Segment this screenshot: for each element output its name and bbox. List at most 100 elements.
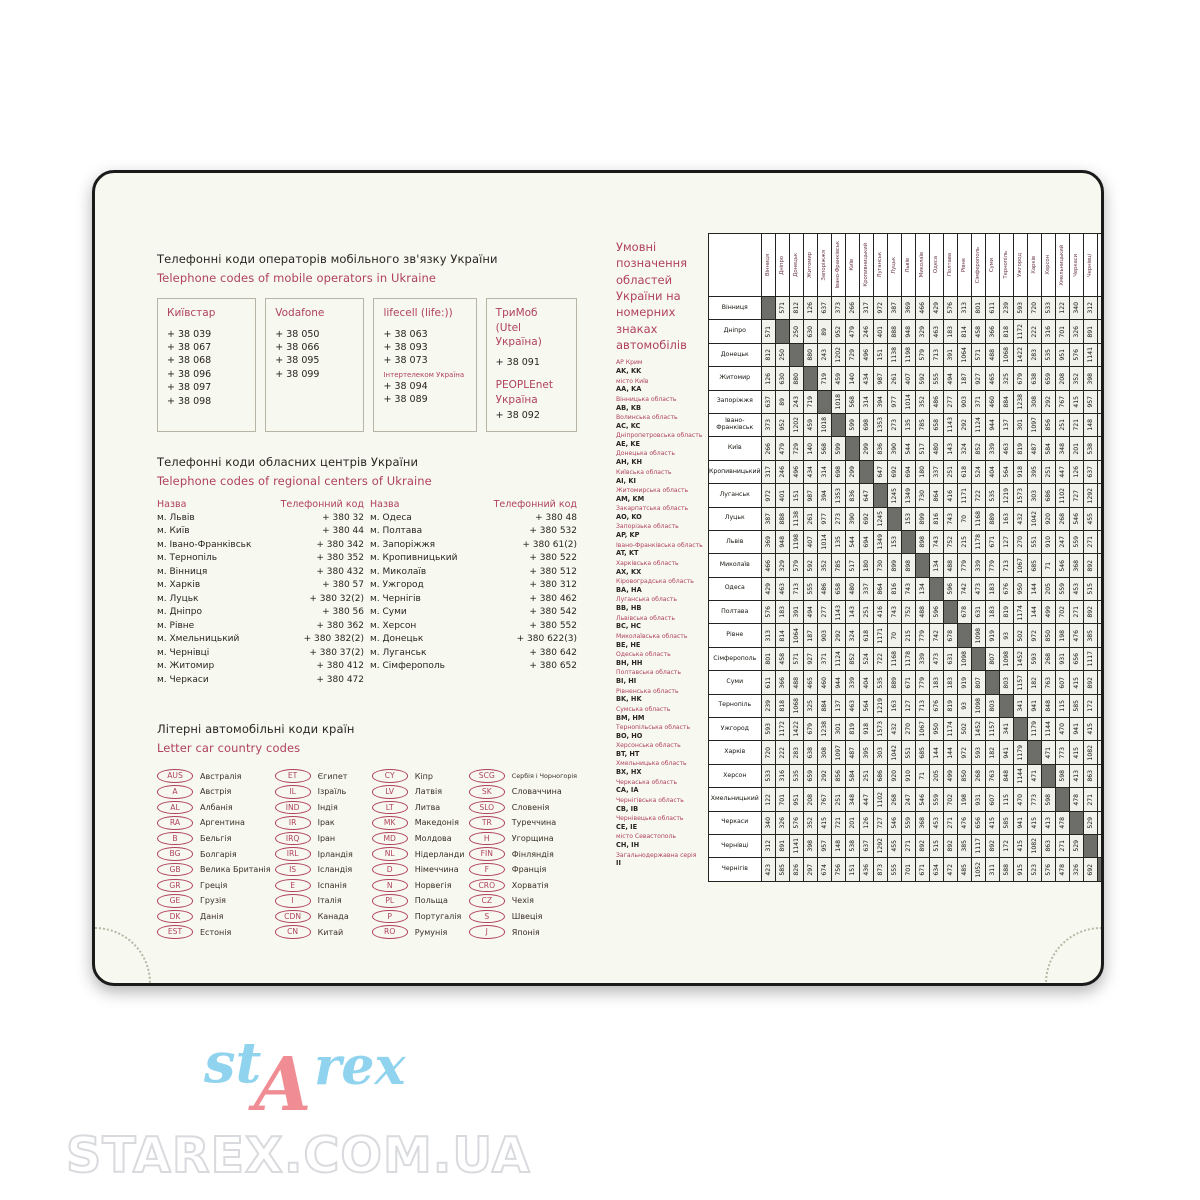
matrix-row: Херсон 533 316 535 659 292 856 584 251 686 920 910 7… [708,763,1101,789]
matrix-distance-cell: 891 [774,833,790,859]
matrix-distance-cell: 208 [1054,366,1070,391]
matrix-distance-cell: 785 [830,553,846,578]
matrix-distance-cell: 779 [984,553,1000,578]
car-country-codes-section: Літерні автомобільні коди країн Letter c… [157,721,577,940]
matrix-distance-cell: 701 [1054,319,1070,344]
car-country-name: Туреччина [511,818,557,828]
matrix-distance-cell: 555 [886,857,902,882]
matrix-distance-cell: 143 [942,436,958,461]
car-codes-column-4: SCG Сербія і Чорногорія SK Словаччина SLO Сло… [468,768,577,940]
matrix-distance-cell: 140 [844,366,860,391]
matrix-diagonal-cell [1082,833,1098,859]
matrix-distance-cell: 326 [1068,857,1084,882]
car-code-badge: B [157,831,193,846]
open-book: Телефонні коди операторів мобільного зв'… [92,170,1104,986]
city-name: м. Ужгород [370,580,424,591]
car-country-name: Бельгія [200,834,232,844]
matrix-distance-cell: 637 [1082,459,1098,485]
phone-code: + 380 362 [316,620,364,631]
matrix-distance-cell: 316 [774,763,790,789]
matrix-distance-cell: 607 [1054,670,1070,695]
mobile-operators-title-ua: Телефонні коди операторів мобільного зв'… [157,252,498,266]
city-name: м. Житомир [157,661,215,672]
operator-code: + 38 095 [275,355,320,367]
city-name: м. Одеса [370,512,412,523]
matrix-distance-cell: 856 [830,763,846,789]
matrix-distance-cell: 1157 [984,717,1000,742]
car-code-row: J Японія [468,924,577,940]
matrix-distance-cell: 576 [942,295,958,321]
car-code-badge: PL [371,894,408,908]
matrix-distance-cell: 889 [886,670,902,695]
matrix-row-header: Дніпро [708,319,762,344]
car-code-badge: CRO [468,878,505,893]
car-code-row: IRL Ірландія [274,846,368,862]
legend-region-name: Сумська область [616,705,671,713]
matrix-distance-cell: 366 [774,670,790,695]
logo-text-st: st [203,1030,262,1096]
car-code-row: MD Молдова [371,831,465,847]
phone-code: + 380 432 [316,566,364,577]
matrix-distance-cell: 434 [802,459,818,485]
matrix-row: Суми 611 366 488 465 460 944 339 404 535 889 671 779… [708,670,1101,695]
matrix-distance-cell: 1179 [1012,740,1028,765]
matrix-distance-cell: 948 [900,319,916,344]
matrix-distance-cell: 187 [956,366,972,391]
operator-code: + 38 039 [167,328,212,340]
matrix-distance-cell: 880 [802,342,818,368]
matrix-distance-cell: 918 [858,717,874,742]
matrix-distance-cell: 585 [998,810,1014,835]
matrix-distance-cell: 268 [1040,646,1056,672]
matrix-distance-cell: 341 [998,717,1014,742]
matrix-distance-cell: 686 [1040,483,1056,508]
matrix-row: Запоріжжя 637 89 243 719 1018 568 314 394 977 1014… [708,389,1101,414]
matrix-distance-cell: 977 [816,506,832,531]
car-code-badge: SK [468,785,505,799]
operator-name: Vodafone [275,307,325,320]
column-header-name: Назва [157,498,187,510]
matrix-distance-cell: 401 [774,483,790,508]
matrix-distance-cell: 918 [1012,459,1028,485]
matrix-distance-cell: 476 [956,810,972,835]
matrix-distance-cell: 1124 [970,412,986,438]
matrix-distance-cell: 423 [1096,295,1101,321]
matrix-distance-cell: 1171 [872,623,888,648]
matrix-column-header: Львів [900,233,916,297]
matrix-diagonal-cell [928,576,944,602]
legend-plate-code: BT, HT [616,750,640,759]
matrix-distance-cell: 369 [760,529,776,555]
matrix-distance-cell: 972 [760,483,776,508]
matrix-distance-cell: 470 [1054,717,1070,742]
matrix-distance-cell: 779 [914,670,930,695]
city-name: м. Хмельницький [157,634,240,645]
matrix-distance-cell: 502 [1012,623,1028,648]
matrix-distance-cell: 1068 [788,693,804,719]
matrix-distance-cell: 251 [858,600,874,625]
matrix-distance-cell: 564 [998,459,1014,485]
matrix-distance-cell: 486 [928,389,944,414]
matrix-column-header: Рівне [956,233,972,297]
matrix-distance-cell: 596 [942,576,958,602]
phone-code: + 380 542 [529,607,577,618]
matrix-distance-cell: 559 [928,787,944,812]
matrix-distance-cell: 415 [1082,717,1098,742]
matrix-diagonal-cell [760,295,776,321]
matrix-distance-cell: 779 [956,553,972,578]
matrix-row-header: Запоріжжя [708,389,762,414]
matrix-distance-cell: 852 [970,436,986,461]
matrix-distance-cell: 727 [1068,483,1084,508]
matrix-distance-cell: 261 [886,366,902,391]
distance-matrix-table: Вінниця Дніпро Донецьк Житомир Запоріжжя Іван… [708,233,1101,882]
matrix-distance-cell: 314 [858,389,874,414]
matrix-distance-cell: 463 [774,576,790,602]
matrix-distance-cell: 487 [1026,436,1042,461]
car-country-name: Румунія [414,927,448,937]
matrix-diagonal-cell [774,319,790,344]
city-name: м. Харків [157,580,201,591]
legend-plate-code: BM, HM [616,713,645,722]
matrix-column-header: Тернопіль [998,233,1014,297]
matrix-distance-cell: 480 [844,576,860,602]
matrix-distance-cell: 299 [858,436,874,461]
matrix-distance-cell: 205 [928,763,944,789]
matrix-distance-cell: 743 [886,600,902,625]
